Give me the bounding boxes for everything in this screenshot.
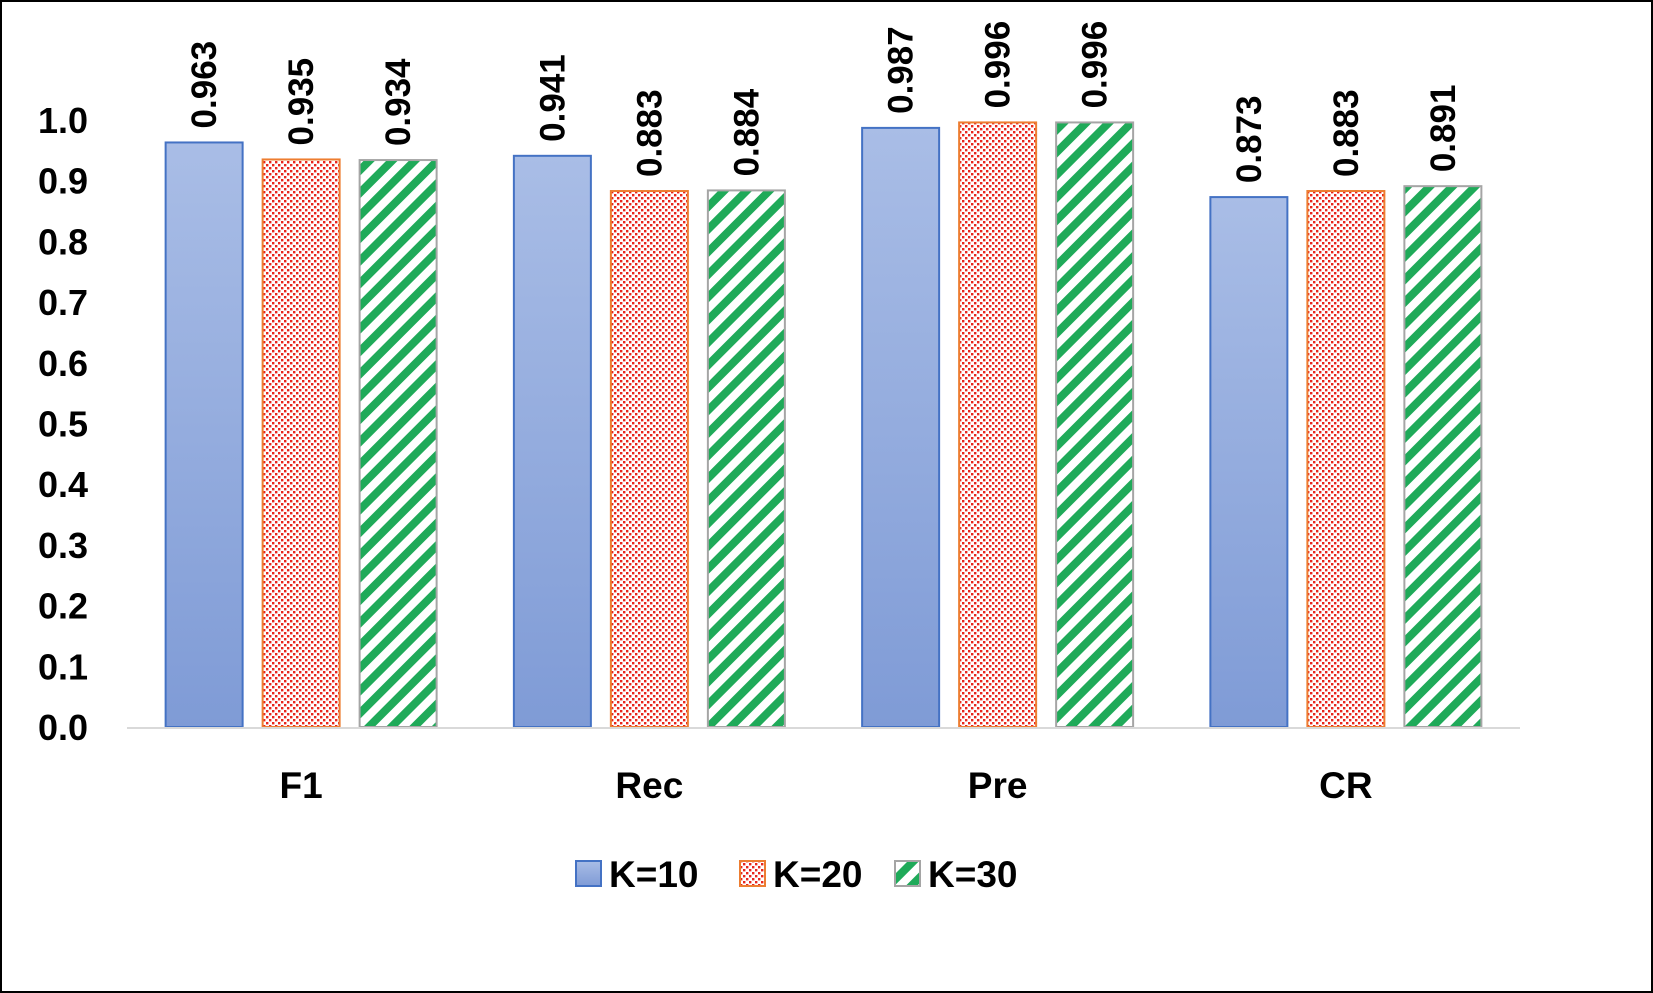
y-tick-label: 0.8 (38, 221, 88, 262)
y-tick-label: 0.7 (38, 282, 88, 323)
legend-swatch-k30 (894, 860, 921, 887)
data-label-f1-k10: 0.963 (185, 41, 224, 129)
data-label-cr-k20: 0.883 (1327, 89, 1366, 177)
legend: K=10 K=20 K=30 (575, 854, 1017, 895)
legend-swatch-k10 (575, 860, 602, 887)
legend-label-k10: K=10 (609, 854, 698, 895)
data-label-rec-k10: 0.941 (533, 54, 572, 142)
y-tick-label: 0.6 (38, 343, 88, 384)
data-label-pre-k10: 0.987 (882, 26, 921, 114)
data-label-pre-k30: 0.996 (1076, 21, 1115, 109)
bar-f1-k20 (261, 158, 341, 728)
bars (164, 121, 1483, 729)
y-tick-label: 0.9 (38, 161, 88, 202)
bar-rec-k10 (512, 154, 592, 729)
category-label-rec: Rec (615, 765, 683, 806)
bar-cr-k30 (1403, 185, 1483, 728)
y-tick-label: 0.3 (38, 525, 88, 566)
data-label-f1-k20: 0.935 (282, 58, 321, 146)
bar-pre-k20 (958, 121, 1038, 729)
data-label-f1-k30: 0.934 (379, 58, 418, 146)
y-tick-label: 0.2 (38, 586, 88, 627)
bar-pre-k30 (1055, 121, 1135, 729)
y-tick-label: 1.0 (38, 100, 88, 141)
y-tick-label: 0.0 (38, 707, 88, 748)
legend-swatch-k20 (739, 860, 766, 887)
y-tick-label: 0.5 (38, 404, 88, 445)
bar-f1-k30 (358, 159, 438, 728)
data-label-cr-k30: 0.891 (1424, 85, 1463, 173)
legend-label-k20: K=20 (773, 854, 862, 895)
data-label-pre-k20: 0.996 (979, 21, 1018, 109)
legend-label-k30: K=30 (928, 854, 1017, 895)
bar-cr-k20 (1306, 190, 1386, 729)
bar-f1-k10 (164, 141, 244, 729)
data-label-rec-k30: 0.884 (727, 88, 766, 176)
y-tick-label: 0.4 (38, 464, 88, 505)
y-tick-label: 0.1 (38, 646, 88, 687)
bar-rec-k30 (706, 189, 786, 729)
y-axis-ticks: 0.0 0.1 0.2 0.3 0.4 0.5 0.6 0.7 0.8 0.9 1.0 (38, 100, 88, 748)
data-labels: 0.963 0.935 0.934 0.941 0.883 0.884 0.987 0.996… (185, 21, 1463, 183)
data-label-rec-k20: 0.883 (630, 89, 669, 177)
category-label-pre: Pre (968, 765, 1028, 806)
bar-cr-k10 (1209, 196, 1289, 729)
bar-rec-k20 (609, 190, 689, 729)
x-axis-category-labels: F1 Rec Pre CR (280, 765, 1373, 806)
bar-pre-k10 (861, 126, 941, 729)
category-label-cr: CR (1319, 765, 1372, 806)
category-label-f1: F1 (280, 765, 323, 806)
data-label-cr-k10: 0.873 (1230, 95, 1269, 183)
